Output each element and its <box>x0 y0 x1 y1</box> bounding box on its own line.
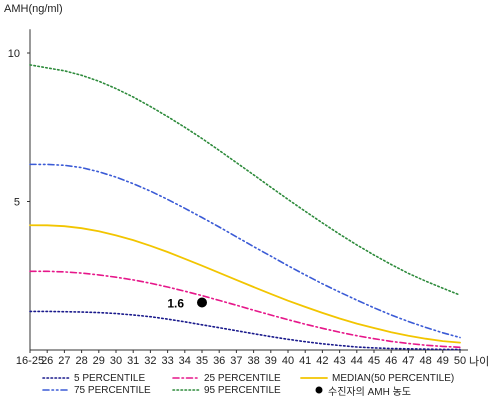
x-tick-label: 40 <box>282 355 294 367</box>
patient-amh-point <box>197 297 207 308</box>
x-tick-label: 35 <box>196 355 208 367</box>
legend-item-95-percentile: 95 PERCENTILE <box>172 384 281 396</box>
x-tick-label: 27 <box>58 355 70 367</box>
patient-amh-label: 1.6 <box>167 296 184 310</box>
legend-item-25-percentile: 25 PERCENTILE <box>172 372 281 384</box>
x-tick-label: 30 <box>110 355 122 367</box>
series-line-75-percentile <box>29 163 461 339</box>
x-tick-label: 37 <box>230 355 242 367</box>
legend-label: 25 PERCENTILE <box>204 372 281 384</box>
legend-swatch <box>300 377 328 379</box>
x-tick-label: 16-25 <box>16 355 44 367</box>
x-tick-label: 41 <box>299 355 311 367</box>
legend-item-patient-amh: 수진자의 AMH 농도 <box>314 384 411 398</box>
x-tick-label: 43 <box>333 355 345 367</box>
legend-item-75-percentile: 75 PERCENTILE <box>42 384 151 396</box>
legend-label: MEDIAN(50 PERCENTILE) <box>332 372 455 384</box>
legend-label: 수진자의 AMH 농도 <box>328 386 411 398</box>
series-line-5-percentile <box>29 310 461 351</box>
x-tick-label: 46 <box>385 355 397 367</box>
x-tick-label: 38 <box>247 355 259 367</box>
legend-swatch <box>172 389 200 391</box>
legend-swatch <box>42 389 70 391</box>
y-tick-label: 5 <box>14 197 20 209</box>
x-tick-label: 29 <box>93 355 105 367</box>
x-tick-label: 31 <box>127 355 139 367</box>
series-line-median-50-percentile- <box>29 224 461 344</box>
x-tick-label: 42 <box>316 355 328 367</box>
legend-label: 5 PERCENTILE <box>74 372 146 384</box>
x-tick-label: 32 <box>144 355 156 367</box>
legend-point-icon <box>315 386 323 394</box>
x-tick-label: 36 <box>213 355 225 367</box>
y-tick-label: 10 <box>8 48 20 60</box>
legend-swatch <box>172 377 200 379</box>
legend-item-median-50-percentile-: MEDIAN(50 PERCENTILE) <box>300 372 454 384</box>
legend-swatch <box>42 377 70 379</box>
x-tick-label: 26 <box>41 355 53 367</box>
x-tick-label: 45 <box>368 355 380 367</box>
x-tick-label: 50 <box>454 355 466 367</box>
legend-label: 95 PERCENTILE <box>204 384 281 396</box>
x-axis-title: 나이 <box>469 355 489 368</box>
legend-item-5-percentile: 5 PERCENTILE <box>42 372 145 384</box>
x-tick-label: 39 <box>265 355 277 367</box>
series-line-25-percentile <box>29 270 461 349</box>
series-line-95-percentile <box>29 64 461 296</box>
x-tick-label: 33 <box>161 355 173 367</box>
x-tick-label: 48 <box>419 355 431 367</box>
y-ticks: 5 10 <box>8 48 30 209</box>
series-lines <box>29 64 461 351</box>
x-tick-label: 49 <box>437 355 449 367</box>
y-axis-title: AMH(ng/ml) <box>4 3 63 15</box>
legend: 5 PERCENTILE 25 PERCENTILE MEDIAN(50 PERCE… <box>0 370 500 400</box>
x-tick-label: 28 <box>75 355 87 367</box>
legend-label: 75 PERCENTILE <box>74 384 151 396</box>
axes <box>29 29 468 351</box>
x-tick-label: 44 <box>351 355 363 367</box>
x-tick-label: 47 <box>402 355 414 367</box>
x-tick-label: 34 <box>179 355 191 367</box>
data-points: 1.6 <box>167 296 207 310</box>
